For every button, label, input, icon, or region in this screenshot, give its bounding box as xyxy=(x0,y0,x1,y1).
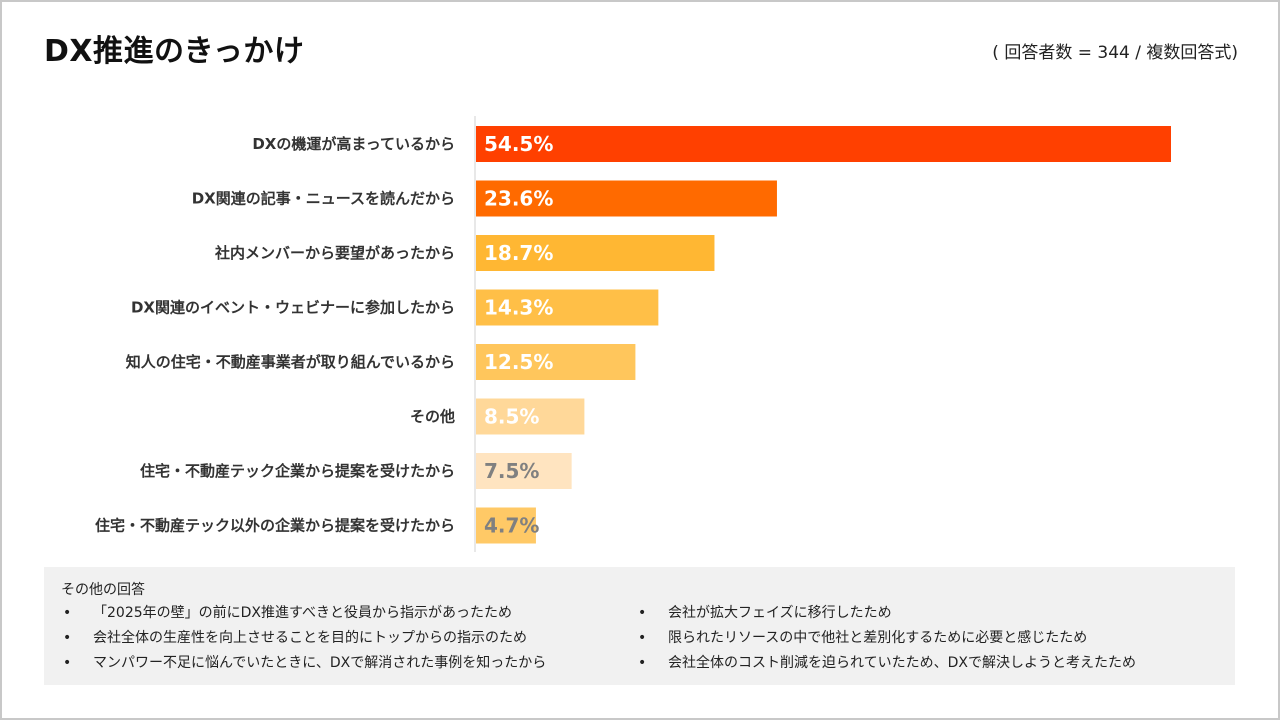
other-answers-right-list: • 会社が拡大フェイズに移行したため • 限られたリソースの中で他社と差別化するため… xyxy=(636,603,1136,678)
bar-chart: DXの機運が高まっているから 54.5% DX関連の記事・ニュースを読んだから 23.… xyxy=(95,116,1171,552)
bar xyxy=(476,126,1171,162)
other-answer-text: 「2025年の壁」の前にDX推進すべきと役員から指示があったため xyxy=(93,605,513,621)
category-label: DX関連のイベント・ウェビナーに参加したから xyxy=(131,299,455,317)
bullet: • xyxy=(638,630,647,646)
list-item: • 会社が拡大フェイズに移行したため xyxy=(636,603,1136,628)
bullet: • xyxy=(63,605,72,621)
other-answer-text: 会社全体のコスト削減を迫られていたため、DXで解決しようと考えたため xyxy=(668,655,1136,671)
respondent-note: ( 回答者数 = 344 / 複数回答式) xyxy=(992,43,1238,63)
data-label: 18.7% xyxy=(484,241,553,265)
bullet: • xyxy=(63,655,72,671)
category-label: その他 xyxy=(410,408,455,426)
list-item: • 会社全体のコスト削減を迫られていたため、DXで解決しようと考えたため xyxy=(636,653,1136,678)
data-label: 12.5% xyxy=(484,350,553,374)
category-label: 知人の住宅・不動産事業者が取り組んでいるから xyxy=(126,353,455,371)
bullet: • xyxy=(63,630,72,646)
other-answers-heading: その他の回答 xyxy=(61,582,145,598)
data-label: 8.5% xyxy=(484,405,539,429)
data-label: 23.6% xyxy=(484,187,553,211)
data-label: 14.3% xyxy=(484,296,553,320)
bullet: • xyxy=(638,655,647,671)
other-answers-panel: その他の回答 • 「2025年の壁」の前にDX推進すべきと役員から指示があったため… xyxy=(44,567,1235,685)
bar xyxy=(476,507,536,544)
other-answer-text: マンパワー不足に悩んでいたときに、DXで解消された事例を知ったから xyxy=(93,655,547,671)
other-answer-text: 会社が拡大フェイズに移行したため xyxy=(668,605,892,621)
bullet: • xyxy=(638,605,647,621)
bar xyxy=(476,289,659,326)
other-answers-left-list: • 「2025年の壁」の前にDX推進すべきと役員から指示があったため • 会社全体の… xyxy=(61,603,546,678)
bar xyxy=(476,180,777,217)
data-label: 4.7% xyxy=(484,514,539,538)
list-item: • 限られたリソースの中で他社と差別化するために必要と感じたため xyxy=(636,628,1136,653)
bar xyxy=(476,235,715,271)
list-item: • 会社全体の生産性を向上させることを目的にトップからの指示のため xyxy=(61,628,546,653)
category-label: 住宅・不動産テック企業から提案を受けたから xyxy=(140,462,455,480)
bar xyxy=(476,344,636,380)
category-label: 社内メンバーから要望があったから xyxy=(214,244,455,262)
other-answer-text: 限られたリソースの中で他社と差別化するために必要と感じたため xyxy=(668,630,1088,646)
data-label: 7.5% xyxy=(484,459,539,483)
category-label: DX関連の記事・ニュースを読んだから xyxy=(192,190,455,208)
other-answer-text: 会社全体の生産性を向上させることを目的にトップからの指示のため xyxy=(93,630,527,646)
page-title: DX推進のきっかけ xyxy=(44,34,305,69)
bar xyxy=(476,398,585,435)
data-label: 54.5% xyxy=(484,132,553,156)
bar xyxy=(476,453,572,489)
list-item: • マンパワー不足に悩んでいたときに、DXで解消された事例を知ったから xyxy=(61,653,546,678)
category-label: DXの機運が高まっているから xyxy=(252,135,455,153)
category-label: 住宅・不動産テック以外の企業から提案を受けたから xyxy=(95,517,455,535)
list-item: • 「2025年の壁」の前にDX推進すべきと役員から指示があったため xyxy=(61,603,546,628)
